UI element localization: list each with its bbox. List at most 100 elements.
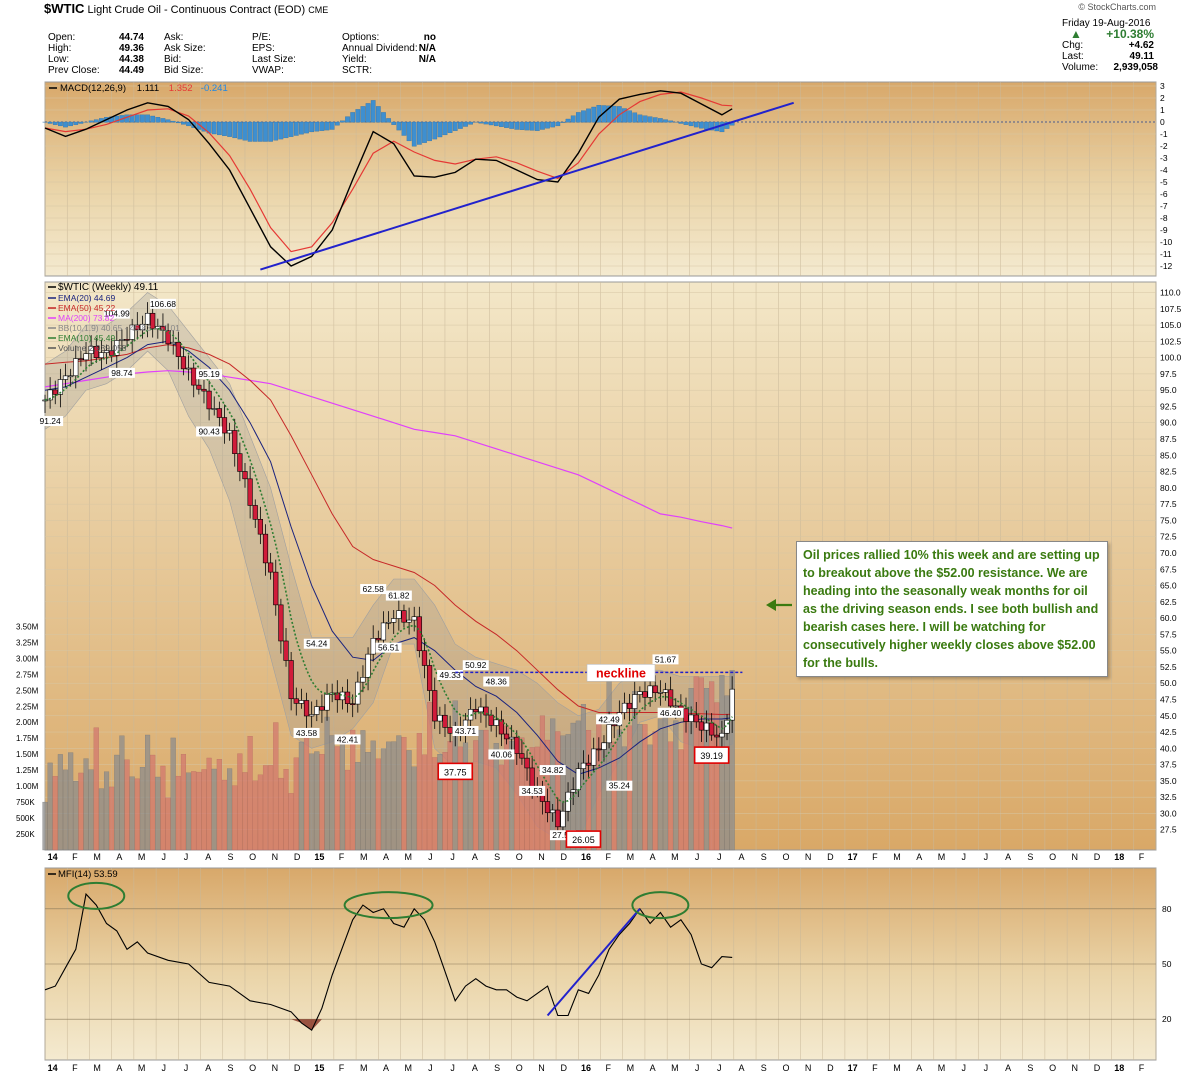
candle-body — [606, 724, 612, 744]
price-ytick: 27.5 — [1160, 825, 1177, 835]
candle-body — [83, 353, 89, 361]
candle-body — [519, 753, 525, 759]
month-label: A — [1005, 1063, 1011, 1073]
macd-histogram-bar — [514, 121, 520, 130]
price-ytick: 55.0 — [1160, 646, 1177, 656]
month-label: F — [339, 1063, 345, 1073]
volume-bar — [637, 724, 643, 851]
month-label: A — [116, 852, 122, 862]
volume-ytick: 1.25M — [16, 766, 39, 775]
volume-bar — [668, 741, 674, 851]
macd-histogram-bar — [447, 121, 453, 133]
price-ytick: 30.0 — [1160, 808, 1177, 818]
macd-histogram-bar — [458, 121, 463, 129]
price-label: 56.51 — [378, 643, 400, 653]
quote-value: N/A — [418, 54, 436, 65]
month-label: F — [72, 852, 78, 862]
candle-body — [673, 705, 679, 708]
volume-ytick: 2.75M — [16, 670, 39, 679]
candle-body — [601, 742, 607, 750]
mfi-ytick: 80 — [1162, 904, 1172, 914]
month-label: S — [1027, 852, 1033, 862]
price-label: 27.56 — [552, 830, 574, 840]
month-label: N — [272, 1063, 279, 1073]
candle-body — [652, 685, 658, 694]
volume-bar — [457, 746, 463, 851]
candle-body — [124, 339, 130, 341]
candle-body — [719, 732, 725, 738]
volume-bar — [283, 769, 289, 851]
month-label: 18 — [1114, 852, 1124, 862]
volume-bar — [186, 772, 192, 851]
candle-body — [350, 703, 356, 705]
macd-ytick: -1 — [1160, 129, 1168, 139]
volume-bar — [473, 740, 479, 851]
up-arrow-icon: ▲ — [1070, 27, 1082, 41]
volume-bar — [724, 695, 730, 851]
quote-value: 44.49 — [118, 65, 144, 76]
volume-bar — [298, 741, 304, 851]
price-ytick: 102.5 — [1160, 336, 1182, 346]
macd-histogram-bar — [719, 121, 725, 133]
candle-body — [396, 610, 402, 619]
candle-body — [288, 660, 294, 700]
price-label-bg — [519, 785, 546, 796]
month-label: O — [249, 1063, 256, 1073]
macd-histogram-bar — [427, 121, 432, 142]
macd-histogram-bar — [591, 106, 597, 123]
candle-body — [647, 685, 653, 698]
macd-histogram-bar — [232, 121, 238, 139]
volume-ytick: 250K — [16, 830, 35, 839]
mfi-highlight-ellipse — [631, 891, 690, 920]
volume-bar — [114, 754, 120, 851]
price-label-bg — [483, 676, 510, 687]
volume-bar — [586, 730, 592, 851]
macd-histogram-bar — [73, 121, 79, 125]
volume-bar — [109, 786, 115, 851]
month-label: J — [450, 1063, 455, 1073]
mfi-trendline — [546, 908, 641, 1017]
candle-body — [257, 518, 263, 535]
candle-body — [637, 691, 643, 695]
macd-histogram-bar — [114, 115, 120, 123]
candle-body — [503, 733, 510, 740]
volume-bar — [303, 732, 310, 851]
month-label: M — [138, 1063, 146, 1073]
candle-body — [180, 356, 187, 370]
price-ytick: 100.0 — [1160, 353, 1182, 363]
volume-bar — [391, 741, 397, 851]
month-label: M — [93, 1063, 101, 1073]
macd-histogram-bar — [345, 116, 350, 123]
volume-bar — [611, 741, 617, 851]
price-ytick: 82.5 — [1160, 467, 1177, 477]
price-ytick: 107.5 — [1160, 304, 1182, 314]
candle-body — [227, 430, 233, 434]
macd-histogram-bar — [340, 120, 345, 123]
quote-label: Bid Size: — [164, 65, 204, 76]
macd-histogram-bar — [611, 105, 617, 123]
candle-body — [134, 324, 140, 331]
price-label: 106.68 — [150, 299, 176, 309]
month-label: N — [538, 852, 545, 862]
macd-histogram-bar — [652, 117, 658, 123]
quote-label: Prev Close: — [48, 65, 100, 76]
mfi-ytick: 20 — [1162, 1014, 1172, 1024]
quote-label: EPS: — [252, 43, 275, 54]
macd-histogram-bar — [68, 121, 73, 127]
volume-bar — [309, 753, 315, 851]
macd-histogram-bar — [145, 114, 150, 123]
candle-body — [550, 809, 556, 814]
price-label-bg — [103, 308, 130, 319]
month-label: S — [494, 1063, 500, 1073]
month-label: S — [1027, 1063, 1033, 1073]
month-label: M — [404, 1063, 412, 1073]
volume-bar — [221, 779, 228, 851]
candle-body — [262, 533, 269, 564]
instrument-name: Light Crude Oil - Continuous Contract (E… — [87, 4, 306, 16]
summary-last: Last: 49.11 — [1062, 51, 1154, 62]
candle-body — [211, 408, 217, 410]
macd-ytick: -8 — [1160, 213, 1168, 223]
volume-bar — [288, 793, 294, 851]
month-label: F — [605, 1063, 611, 1073]
